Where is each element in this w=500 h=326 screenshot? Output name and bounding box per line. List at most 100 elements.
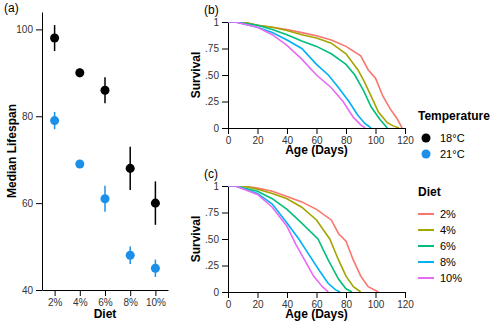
legend-label: 21°C (440, 148, 465, 160)
legend-label: 2% (440, 208, 456, 220)
tick-mark (155, 290, 156, 296)
tick-mark (222, 239, 228, 240)
tick-label: 0 (213, 287, 219, 298)
tick: 0 (226, 292, 232, 310)
tick: 100 (368, 292, 385, 310)
tick: 10% (146, 290, 166, 308)
point (75, 68, 84, 77)
series (50, 112, 160, 277)
tick-mark (317, 292, 318, 298)
tick: 100 (368, 128, 385, 146)
x-axis-title: Age (Days) (285, 143, 348, 157)
tick: .50 (205, 234, 228, 245)
survival-line (228, 186, 378, 292)
survival-line (228, 22, 387, 128)
legend-key (418, 213, 434, 215)
plot-area (228, 22, 402, 128)
tick-label: 0 (226, 135, 232, 146)
panel-title: (b) (204, 3, 219, 17)
tick: 80 (22, 111, 42, 122)
tick-mark (36, 116, 42, 117)
survival-line (228, 186, 328, 292)
y-axis-title: Survival (189, 216, 203, 263)
tick-label: 100 (368, 299, 385, 310)
tick-label: .50 (205, 234, 219, 245)
tick-label: 40 (22, 285, 34, 296)
tick-mark (222, 128, 228, 129)
tick-mark (346, 292, 347, 298)
tick-mark (222, 22, 228, 23)
tick-label: 1 (213, 17, 219, 28)
tick: 8% (123, 290, 138, 308)
tick: 120 (397, 292, 414, 310)
tick-mark (228, 128, 229, 134)
tick: 2% (48, 290, 63, 308)
tick-label: 0 (213, 123, 219, 134)
tick-label: 0 (226, 299, 232, 310)
axis: 0 .25 .50 .75 1 (205, 181, 228, 298)
tick-mark (287, 292, 288, 298)
y-axis-title: Survival (189, 52, 203, 99)
survival-line (228, 22, 402, 128)
point (100, 194, 109, 203)
tick-label: 80 (22, 111, 34, 122)
tick-mark (222, 292, 228, 293)
tick-mark (346, 128, 347, 134)
point (126, 251, 135, 260)
y-axis-title: Median Lifespan (5, 104, 19, 198)
tick-mark (228, 292, 229, 298)
tick: 0 (226, 128, 232, 146)
legend: Diet2%4%6%8%10% (418, 185, 462, 284)
tick-mark (258, 128, 259, 134)
axis-line (42, 13, 43, 291)
tick-mark (80, 290, 81, 296)
survival-line (228, 22, 399, 128)
figure: 4060801002%4%6%8%10%(a)DietMedian Lifesp… (0, 0, 500, 326)
tick-mark (222, 49, 228, 50)
tick-mark (105, 290, 106, 296)
tick: .25 (205, 260, 228, 271)
tick: 100 (16, 24, 42, 35)
legend: Temperature18°C21°C (418, 109, 490, 160)
tick-label: 20 (252, 299, 264, 310)
tick-label: .25 (205, 96, 219, 107)
axis-line (228, 187, 229, 293)
axis: 0.25.50.751 (205, 17, 228, 134)
tick-mark (376, 292, 377, 298)
panel-title: (a) (4, 1, 19, 15)
tick: 40 (22, 285, 42, 296)
tick-label: .25 (205, 260, 219, 271)
tick-mark (130, 290, 131, 296)
tick-mark (222, 75, 228, 76)
tick-mark (405, 128, 406, 134)
survival-line (228, 22, 365, 128)
point (126, 164, 135, 173)
tick-label: 100 (16, 24, 33, 35)
point (151, 264, 160, 273)
tick-mark (55, 290, 56, 296)
tick-mark (36, 29, 42, 30)
point (75, 160, 84, 169)
tick: .25 (205, 96, 228, 107)
legend-label: 6% (440, 240, 456, 252)
tick: 20 (252, 292, 264, 310)
tick-label: .75 (205, 207, 219, 218)
tick-label: 120 (397, 135, 414, 146)
survival-line (228, 186, 361, 292)
chart-svg: 4060801002%4%6%8%10%(a)DietMedian Lifesp… (0, 0, 500, 326)
tick-mark (36, 290, 42, 291)
legend-title: Diet (418, 185, 441, 199)
axis: 2%4%6%8%10% (43, 290, 169, 308)
tick: 0 (213, 123, 228, 134)
tick-label: .50 (205, 70, 219, 81)
tick-mark (222, 266, 228, 267)
tick-label: 100 (368, 135, 385, 146)
tick-label: 2% (48, 297, 63, 308)
tick: 1 (213, 181, 228, 192)
x-axis-title: Age (Days) (285, 307, 348, 321)
tick: 6% (98, 290, 113, 308)
legend-key (422, 134, 431, 143)
legend-key (418, 229, 434, 231)
axis-line (228, 23, 229, 129)
legend-key (418, 277, 434, 279)
